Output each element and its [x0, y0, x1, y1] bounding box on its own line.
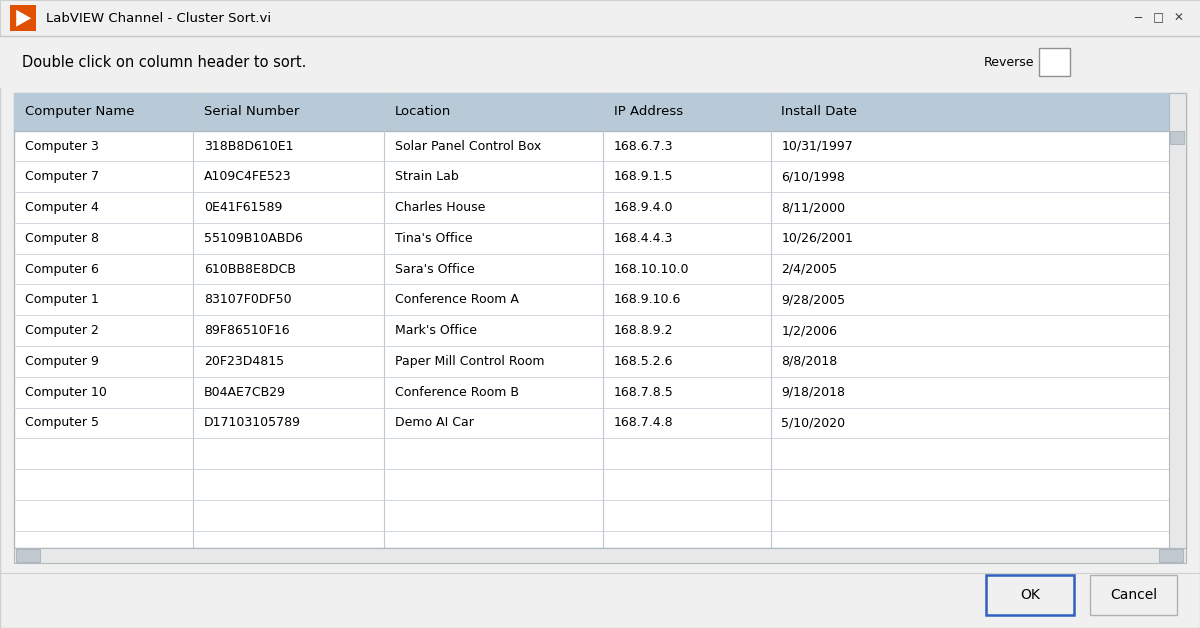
Text: 5/10/2020: 5/10/2020 [781, 416, 846, 430]
Text: 89F86510F16: 89F86510F16 [204, 324, 289, 337]
Text: Location: Location [395, 106, 451, 118]
Text: 2/4/2005: 2/4/2005 [781, 263, 838, 276]
Text: Tina's Office: Tina's Office [395, 232, 473, 245]
Bar [986, 575, 1074, 615]
Text: Computer 10: Computer 10 [25, 386, 107, 399]
Text: 168.9.4.0: 168.9.4.0 [614, 201, 673, 214]
Bar [14, 93, 1186, 548]
Text: Computer 6: Computer 6 [25, 263, 100, 276]
Text: B04AE7CB29: B04AE7CB29 [204, 386, 286, 399]
Text: 8/8/2018: 8/8/2018 [781, 355, 838, 368]
Text: 168.4.4.3: 168.4.4.3 [614, 232, 673, 245]
Text: 6/10/1998: 6/10/1998 [781, 170, 845, 183]
Bar [14, 93, 1169, 131]
Text: 168.10.10.0: 168.10.10.0 [614, 263, 690, 276]
Text: 168.7.8.5: 168.7.8.5 [614, 386, 673, 399]
Text: 9/28/2005: 9/28/2005 [781, 293, 846, 306]
Bar [10, 5, 36, 31]
Text: IP Address: IP Address [614, 106, 683, 118]
Text: Conference Room B: Conference Room B [395, 386, 518, 399]
Text: Strain Lab: Strain Lab [395, 170, 458, 183]
Text: 83107F0DF50: 83107F0DF50 [204, 293, 292, 306]
Text: Sara's Office: Sara's Office [395, 263, 474, 276]
Text: ─: ─ [1134, 12, 1141, 24]
Text: 20F23D4815: 20F23D4815 [204, 355, 284, 368]
Bar [0, 36, 1200, 88]
Bar [1159, 549, 1183, 562]
Text: Computer 5: Computer 5 [25, 416, 100, 430]
Text: A109C4FE523: A109C4FE523 [204, 170, 292, 183]
Text: Install Date: Install Date [781, 106, 857, 118]
Text: Computer 4: Computer 4 [25, 201, 100, 214]
Text: 168.9.1.5: 168.9.1.5 [614, 170, 673, 183]
Text: D17103105789: D17103105789 [204, 416, 301, 430]
Text: Demo AI Car: Demo AI Car [395, 416, 474, 430]
Text: ✕: ✕ [1174, 12, 1183, 24]
Text: Paper Mill Control Room: Paper Mill Control Room [395, 355, 544, 368]
Text: Computer 2: Computer 2 [25, 324, 100, 337]
Text: Solar Panel Control Box: Solar Panel Control Box [395, 139, 541, 153]
Text: Computer 8: Computer 8 [25, 232, 100, 245]
Bar [14, 548, 1186, 563]
Text: 168.9.10.6: 168.9.10.6 [614, 293, 682, 306]
Text: OK: OK [1020, 588, 1040, 602]
Text: 55109B10ABD6: 55109B10ABD6 [204, 232, 304, 245]
Polygon shape [17, 10, 31, 26]
Text: 168.6.7.3: 168.6.7.3 [614, 139, 673, 153]
Text: 0E41F61589: 0E41F61589 [204, 201, 282, 214]
Text: 610BB8E8DCB: 610BB8E8DCB [204, 263, 296, 276]
Text: 168.8.9.2: 168.8.9.2 [614, 324, 673, 337]
Text: Mark's Office: Mark's Office [395, 324, 476, 337]
Text: □: □ [1152, 12, 1164, 24]
Text: 8/11/2000: 8/11/2000 [781, 201, 846, 214]
Text: Double click on column header to sort.: Double click on column header to sort. [22, 55, 306, 70]
Text: Computer 7: Computer 7 [25, 170, 100, 183]
Text: Reverse: Reverse [984, 56, 1034, 68]
Bar [1170, 131, 1184, 144]
Bar [16, 549, 40, 562]
Bar [1169, 93, 1186, 548]
Text: Computer 3: Computer 3 [25, 139, 100, 153]
Text: Computer 9: Computer 9 [25, 355, 100, 368]
Text: Computer Name: Computer Name [25, 106, 134, 118]
Text: Charles House: Charles House [395, 201, 485, 214]
Bar [1039, 48, 1070, 76]
Text: 10/31/1997: 10/31/1997 [781, 139, 853, 153]
Text: Cancel: Cancel [1110, 588, 1157, 602]
Text: 10/26/2001: 10/26/2001 [781, 232, 853, 245]
Text: LabVIEW Channel - Cluster Sort.vi: LabVIEW Channel - Cluster Sort.vi [46, 12, 271, 24]
Text: Computer 1: Computer 1 [25, 293, 100, 306]
Text: 1/2/2006: 1/2/2006 [781, 324, 838, 337]
Text: 168.5.2.6: 168.5.2.6 [614, 355, 673, 368]
Text: 168.7.4.8: 168.7.4.8 [614, 416, 673, 430]
Text: Conference Room A: Conference Room A [395, 293, 518, 306]
Bar [1090, 575, 1177, 615]
Text: Serial Number: Serial Number [204, 106, 300, 118]
Text: 9/18/2018: 9/18/2018 [781, 386, 845, 399]
Text: 318B8D610E1: 318B8D610E1 [204, 139, 294, 153]
Bar [0, 0, 1200, 36]
